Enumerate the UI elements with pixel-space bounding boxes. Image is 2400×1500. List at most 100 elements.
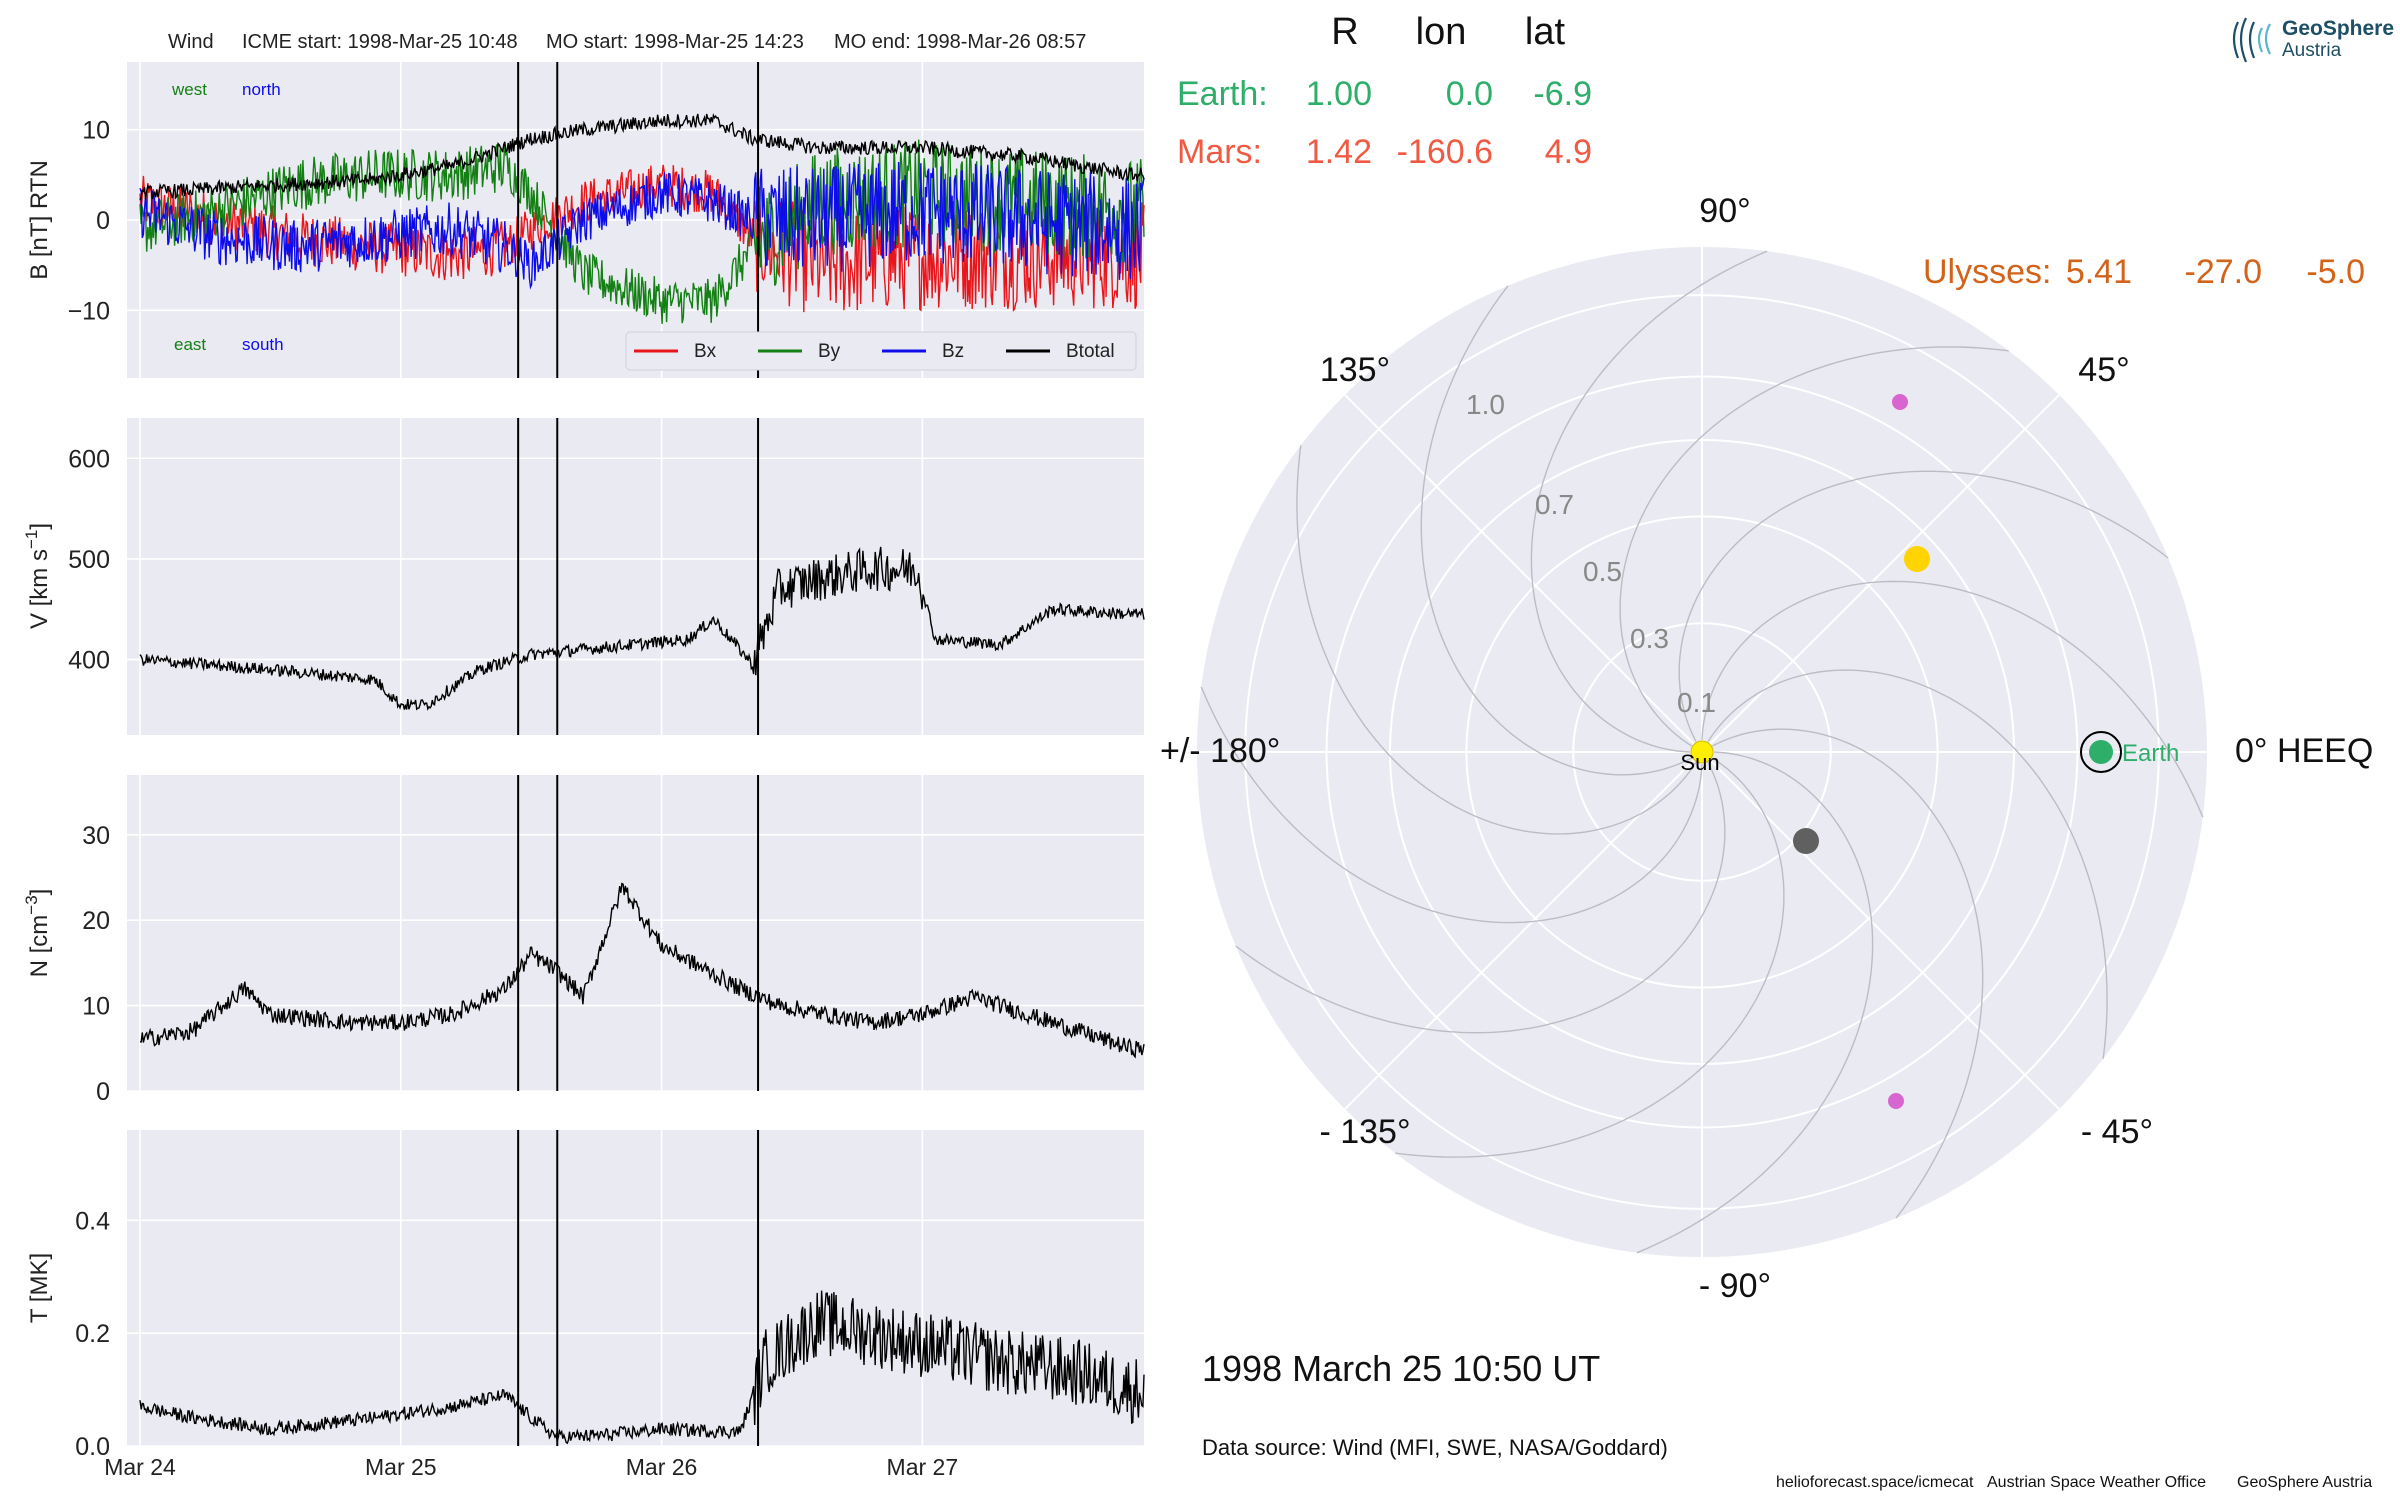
mars-row-label: Mars: bbox=[1177, 133, 1262, 171]
ulysses-row-lon: -27.0 bbox=[2185, 253, 2263, 291]
ytick-label-n: 20 bbox=[82, 907, 110, 935]
ytick-label-n: 0 bbox=[96, 1078, 110, 1106]
trace-t bbox=[139, 1290, 1145, 1445]
legend-box bbox=[625, 331, 1137, 371]
logo-line1: GeoSphere bbox=[2282, 17, 2394, 40]
ytick-label-v: 600 bbox=[68, 445, 110, 473]
earth-ring bbox=[2080, 731, 2122, 773]
event-lines bbox=[517, 62, 760, 1446]
angle-label-90: 90° bbox=[1699, 192, 1750, 230]
angle-label-180: +/- 180° bbox=[1160, 732, 1280, 770]
trace-bz bbox=[139, 161, 1145, 290]
angle-label-0: 0° HEEQ bbox=[2235, 732, 2373, 770]
ylabel-b: B [nT] RTN bbox=[26, 160, 53, 280]
b-legend: Bx By Bz Btotal bbox=[625, 331, 1137, 371]
xtick-label: Mar 25 bbox=[365, 1454, 437, 1480]
polar-plot: 0.1 0.3 0.5 0.7 1.0 90° 45° 135° 0° HEEQ… bbox=[1160, 192, 2373, 1305]
col-header-r: R bbox=[1331, 11, 1358, 53]
parker-spiral bbox=[1678, 470, 2169, 742]
panel-t-background bbox=[127, 1130, 1144, 1446]
trace-v bbox=[139, 546, 1145, 711]
parker-spiral bbox=[1395, 757, 1785, 1158]
ytick-label-b: 0 bbox=[96, 207, 110, 235]
header-icme-start: ICME start: 1998-Mar-25 10:48 bbox=[242, 31, 518, 53]
ulysses-row-r: 5.41 bbox=[2066, 253, 2132, 291]
mars-row-lon: -160.6 bbox=[1397, 133, 1493, 171]
gridlines bbox=[127, 62, 1144, 1447]
footer-org: GeoSphere Austria bbox=[2237, 1474, 2372, 1491]
earth-row-lon: 0.0 bbox=[1446, 75, 1493, 113]
mars-row-r: 1.42 bbox=[1306, 133, 1372, 171]
radial-label-1.0: 1.0 bbox=[1466, 389, 1505, 420]
ytick-label-b: −10 bbox=[68, 297, 110, 325]
parker-spiral bbox=[1712, 728, 1984, 1219]
parker-spiral bbox=[1636, 751, 1874, 1254]
angle-label-minus90: - 90° bbox=[1699, 1267, 1771, 1305]
polar-spoke bbox=[1344, 751, 1703, 1110]
col-header-lon: lon bbox=[1416, 11, 1467, 53]
col-header-lat: lat bbox=[1525, 11, 1566, 53]
xtick-label: Mar 27 bbox=[887, 1454, 959, 1480]
angle-label-135: 135° bbox=[1320, 351, 1390, 389]
earth-marker bbox=[2089, 740, 2113, 764]
ulysses-row-label: Ulysses: bbox=[1923, 253, 2051, 291]
data-traces bbox=[139, 112, 1145, 1445]
polar-spoke bbox=[1701, 394, 2060, 753]
panel-n-background bbox=[127, 775, 1144, 1091]
geosphere-logo: GeoSphere Austria bbox=[2232, 17, 2394, 63]
sun-marker bbox=[1690, 740, 1714, 764]
polar-grid bbox=[1197, 247, 2207, 1257]
parker-spirals bbox=[1200, 250, 2204, 1254]
header-mo-end: MO end: 1998-Mar-26 08:57 bbox=[834, 31, 1086, 53]
radial-label-0.7: 0.7 bbox=[1535, 489, 1574, 520]
data-source: Data source: Wind (MFI, SWE, NASA/Goddar… bbox=[1202, 1435, 1668, 1460]
radial-label-0.1: 0.1 bbox=[1677, 687, 1716, 718]
ytick-label-n: 30 bbox=[82, 822, 110, 850]
angle-label-45: 45° bbox=[2078, 351, 2129, 389]
mars-row-lat: 4.9 bbox=[1545, 133, 1592, 171]
ylabel-t: T [MK] bbox=[26, 1253, 53, 1323]
magenta-marker-upper bbox=[1892, 394, 1908, 410]
label-east: east bbox=[174, 335, 206, 354]
yellow-spacecraft-marker bbox=[1904, 546, 1930, 572]
xtick-label: Mar 26 bbox=[626, 1454, 698, 1480]
sun-label: Sun bbox=[1680, 750, 1719, 775]
ytick-label-n: 10 bbox=[82, 993, 110, 1021]
legend-bx: Bx bbox=[694, 341, 717, 362]
label-west: west bbox=[171, 80, 207, 99]
grey-spacecraft-marker bbox=[1793, 828, 1819, 854]
polar-spoke bbox=[1701, 751, 2060, 1110]
ytick-label-b: 10 bbox=[82, 117, 110, 145]
parker-spiral bbox=[1235, 762, 1726, 1034]
parker-spiral bbox=[1619, 346, 2009, 747]
ylabel-v: V [km s−1] bbox=[22, 523, 53, 629]
parker-spiral bbox=[1707, 669, 2108, 1059]
trace-bx bbox=[139, 164, 1145, 313]
y-tick-labels: 10 0 −10 600 500 400 30 20 10 0 0.4 0.2 0.0 bbox=[68, 117, 111, 1461]
ytick-label-v: 500 bbox=[68, 546, 110, 574]
xtick-label: Mar 24 bbox=[104, 1454, 176, 1480]
geosphere-logo-icon bbox=[2232, 17, 2271, 63]
ytick-label-t: 0.2 bbox=[75, 1320, 110, 1348]
header-spacecraft: Wind bbox=[168, 31, 214, 53]
parker-spiral bbox=[1701, 580, 2204, 818]
parker-spiral bbox=[1420, 285, 1692, 776]
earth-row-label: Earth: bbox=[1177, 75, 1268, 113]
header-mo-start: MO start: 1998-Mar-25 14:23 bbox=[546, 31, 804, 53]
ytick-label-v: 400 bbox=[68, 647, 110, 675]
angle-label-minus45: - 45° bbox=[2081, 1113, 2153, 1151]
radial-label-0.3: 0.3 bbox=[1630, 623, 1669, 654]
label-north: north bbox=[242, 80, 281, 99]
ulysses-row: Ulysses: 5.41 -27.0 -5.0 bbox=[1923, 253, 2365, 291]
x-tick-labels: Mar 24 Mar 25 Mar 26 Mar 27 bbox=[104, 1454, 958, 1480]
earth-row: Earth: 1.00 0.0 -6.9 bbox=[1177, 75, 1592, 113]
timestamp: 1998 March 25 10:50 UT bbox=[1202, 1348, 1600, 1389]
legend-bz: Bz bbox=[942, 341, 964, 362]
label-south: south bbox=[242, 335, 284, 354]
footer-office: Austrian Space Weather Office bbox=[1987, 1474, 2206, 1491]
mars-row: Mars: 1.42 -160.6 4.9 bbox=[1177, 133, 1592, 171]
legend-btotal: Btotal bbox=[1066, 341, 1115, 362]
footer-site: helioforecast.space/icmecat bbox=[1776, 1474, 1974, 1491]
parker-spiral bbox=[1296, 445, 1697, 835]
earth-row-lat: -6.9 bbox=[1533, 75, 1592, 113]
